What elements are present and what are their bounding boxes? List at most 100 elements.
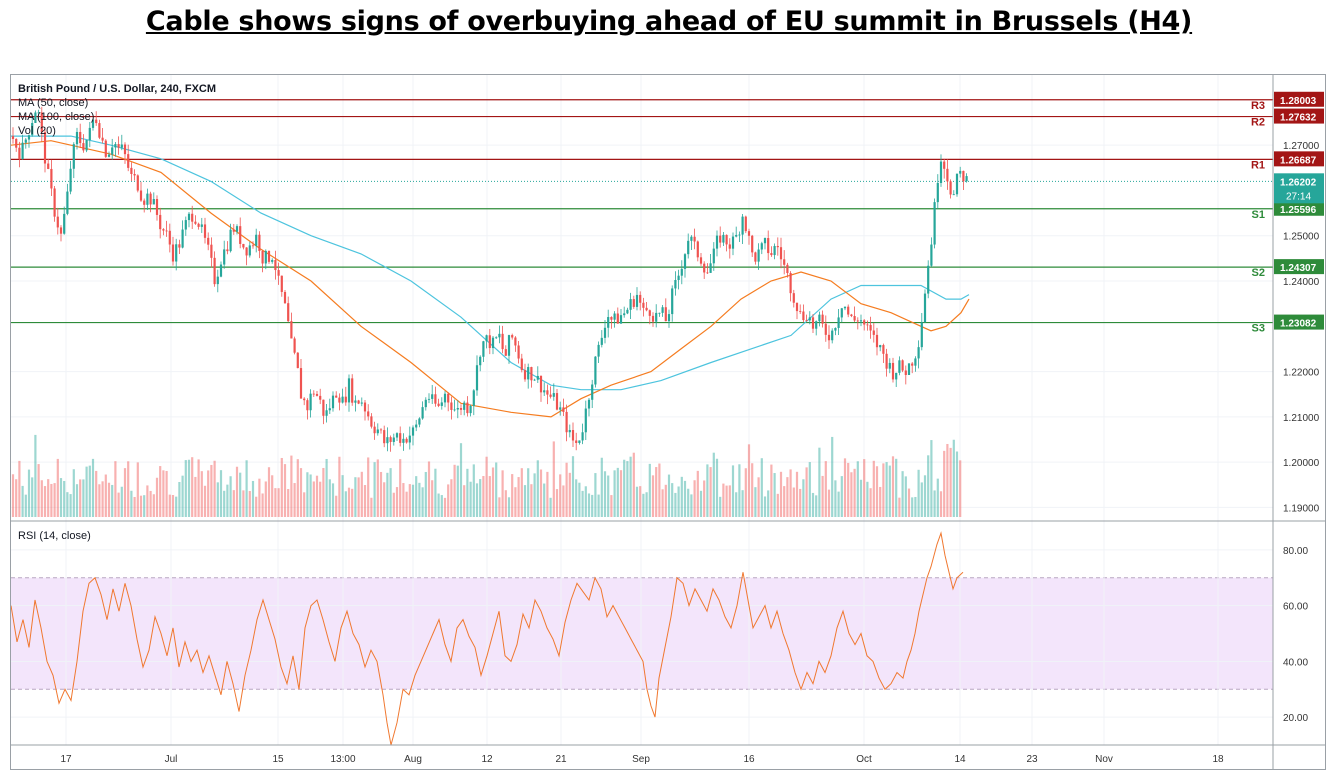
candle-body: [549, 394, 552, 397]
volume-bar: [549, 497, 552, 517]
candle-body: [488, 335, 491, 349]
volume-bar: [463, 485, 466, 517]
candle-body: [757, 249, 760, 262]
chart-frame[interactable]: 1.27000 1.25000 1.24000 1.22000 1.21000 1.200…: [10, 74, 1326, 770]
candle-body: [949, 181, 952, 195]
volume-bar: [319, 481, 322, 517]
candle-body: [639, 294, 642, 303]
candle-body: [133, 173, 136, 176]
volume-bar: [536, 460, 539, 517]
level-price-tag: [1274, 108, 1324, 124]
candle-body: [450, 402, 453, 410]
volume-bar: [287, 489, 290, 517]
volume-bar: [143, 495, 146, 517]
volume-bar: [466, 468, 469, 517]
candle-body: [191, 213, 194, 222]
volume-bar: [181, 475, 184, 517]
level-price-tag: [1274, 314, 1324, 330]
candle-body: [783, 259, 786, 265]
candle-body: [283, 291, 287, 304]
candle-body: [239, 226, 242, 244]
volume-bar: [53, 483, 56, 517]
volume-bar: [799, 488, 802, 517]
rsi-tick-label: 80.00: [1283, 546, 1308, 557]
rsi-label: RSI (14, close): [18, 530, 91, 542]
candle-body: [459, 408, 463, 410]
volume-bar: [863, 459, 866, 517]
candle-body: [539, 375, 543, 393]
x-tick-label: Aug: [404, 754, 422, 765]
volume-bar: [683, 480, 687, 517]
candle-body: [866, 324, 869, 326]
volume-bar: [405, 491, 408, 517]
volume-bar: [31, 477, 34, 517]
volume-bar: [642, 493, 645, 517]
volume-bar: [786, 477, 789, 517]
volume-bar: [104, 474, 107, 517]
volume-bar: [427, 461, 431, 517]
last-price-tag: [1274, 173, 1324, 204]
candle-body: [171, 244, 175, 262]
price-chart[interactable]: 1.27000 1.25000 1.24000 1.22000 1.21000 1.200…: [11, 75, 1325, 769]
volume-bar: [808, 462, 811, 517]
candle-body: [920, 322, 923, 348]
grid-layer: [11, 75, 1273, 745]
volume-bar: [562, 485, 565, 517]
volume-bar: [56, 458, 59, 517]
candle-body: [792, 293, 795, 303]
volume-bar: [690, 494, 693, 517]
candle-body: [421, 407, 424, 419]
candle-body: [328, 408, 331, 411]
volume-bar: [82, 479, 85, 517]
support-resistance-lines: [11, 99, 1273, 324]
candle-body: [923, 293, 927, 323]
candle-body: [837, 317, 840, 328]
candle-body: [891, 362, 895, 380]
volume-bar: [127, 461, 130, 517]
candle-body: [680, 268, 683, 276]
candle-body: [795, 302, 799, 312]
candle-body: [245, 247, 248, 256]
candle-body: [751, 235, 754, 253]
volume-bar: [629, 456, 632, 517]
candle-body: [559, 407, 562, 410]
volume-bar: [722, 483, 725, 517]
candle-body: [379, 429, 383, 431]
volume-bar: [639, 486, 642, 517]
candle-body: [578, 440, 581, 443]
candle-body: [34, 112, 37, 123]
volume-bar: [440, 495, 443, 517]
volume-bar: [155, 477, 159, 517]
candle-body: [37, 112, 40, 114]
volume-bar: [267, 467, 271, 517]
volume-bar: [322, 467, 325, 517]
candle-body: [299, 368, 303, 399]
volume-bar: [853, 468, 856, 517]
volume-bar: [895, 458, 898, 517]
volume-bar: [303, 492, 306, 517]
candle-body: [523, 370, 527, 380]
volume-bar: [923, 475, 927, 517]
candle-body: [312, 393, 315, 395]
volume-bar: [597, 494, 600, 517]
candle-body: [770, 253, 773, 256]
candle-body: [127, 154, 130, 168]
candle-body: [293, 338, 296, 353]
volume-bar: [818, 447, 821, 517]
candle-body: [888, 362, 891, 369]
volume-bar: [795, 471, 799, 517]
volume-bar: [843, 458, 847, 517]
volume-bar: [72, 469, 75, 517]
volume-bar: [648, 463, 651, 517]
volume-bar: [91, 458, 95, 517]
volume-bar: [95, 470, 98, 517]
candle-body: [111, 147, 114, 155]
volume-bar: [130, 490, 133, 517]
volume-bar: [434, 468, 437, 517]
volume-bar: [696, 470, 699, 517]
candle-body: [306, 400, 309, 411]
candle-body: [431, 394, 434, 399]
volume-bar: [37, 464, 40, 517]
volume-bar: [792, 487, 795, 517]
candle-body: [815, 321, 818, 329]
